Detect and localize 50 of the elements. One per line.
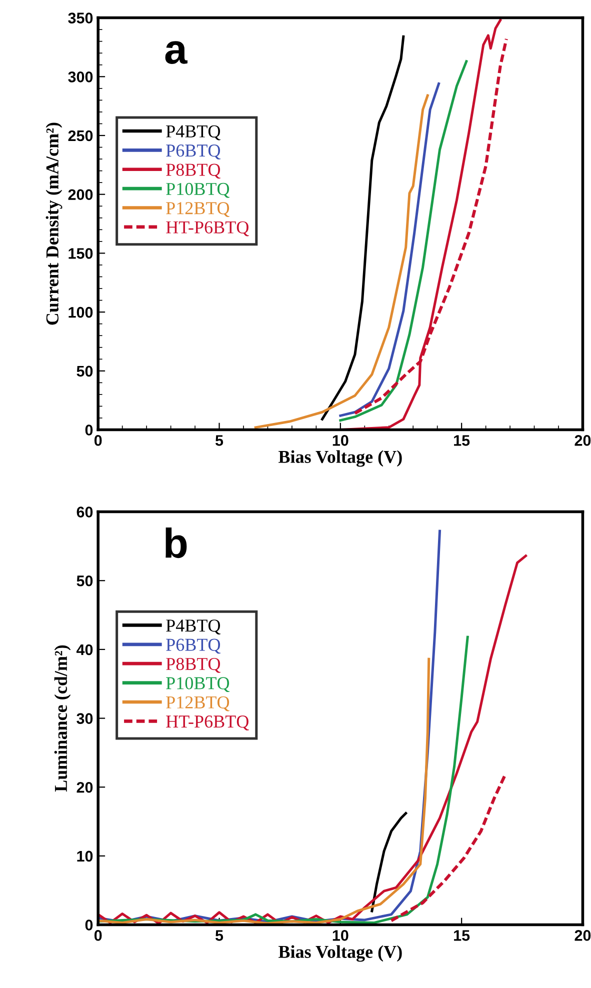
y-tick-label: 350 bbox=[68, 12, 93, 24]
legend-label: P8BTQ bbox=[166, 658, 220, 673]
x-tick-label: 20 bbox=[574, 930, 591, 941]
legend-label: P6BTQ bbox=[166, 638, 220, 654]
x-tick-label: 5 bbox=[215, 435, 224, 446]
y-tick-label: 40 bbox=[76, 644, 93, 656]
x-axis-title: Bias Voltage (V) bbox=[278, 945, 402, 962]
x-tick-label: 15 bbox=[454, 930, 470, 941]
legend-label: P10BTQ bbox=[166, 182, 230, 198]
x-tick-label: 5 bbox=[215, 930, 224, 941]
legend-label: P12BTQ bbox=[166, 202, 230, 218]
x-tick-label: 0 bbox=[94, 435, 102, 446]
y-tick-label: 150 bbox=[68, 248, 93, 259]
legend-label: HT-P6BTQ bbox=[166, 716, 249, 730]
y-axis-title: Current Density (mA/cm²) bbox=[46, 122, 62, 325]
line-series bbox=[320, 35, 405, 420]
line-series bbox=[98, 658, 430, 925]
legend-label: P6BTQ bbox=[166, 144, 220, 160]
y-tick-label: 30 bbox=[76, 713, 93, 724]
y-tick-label: 0 bbox=[85, 920, 93, 930]
y-tick-label: 50 bbox=[76, 366, 93, 377]
y-tick-label: 100 bbox=[68, 306, 93, 318]
line-series bbox=[390, 773, 507, 922]
legend-label: P4BTQ bbox=[166, 620, 220, 634]
y-tick-label: 60 bbox=[76, 506, 93, 518]
x-tick-label: 10 bbox=[332, 435, 348, 446]
annotation: b bbox=[166, 527, 187, 558]
y-axis-title: Luminance (cd/m²) bbox=[54, 645, 71, 792]
y-tick-label: 10 bbox=[77, 850, 93, 862]
x-tick-label: 0 bbox=[94, 930, 102, 941]
legend-label: P8BTQ bbox=[166, 164, 220, 179]
y-tick-label: 20 bbox=[76, 782, 93, 793]
legend-label: P4BTQ bbox=[166, 125, 220, 140]
annotation: a bbox=[165, 41, 188, 64]
legend-label: P12BTQ bbox=[166, 696, 230, 712]
y-tick-label: 50 bbox=[76, 575, 93, 586]
legend-label: HT-P6BTQ bbox=[166, 221, 249, 236]
y-tick-label: 200 bbox=[68, 189, 93, 200]
x-axis-title: Bias Voltage (V) bbox=[278, 450, 402, 467]
x-tick-label: 15 bbox=[454, 435, 470, 446]
x-tick-label: 10 bbox=[332, 930, 348, 941]
legend-label: P10BTQ bbox=[166, 677, 230, 692]
y-tick-label: 250 bbox=[68, 130, 93, 142]
line-series bbox=[370, 812, 408, 912]
x-tick-label: 20 bbox=[574, 435, 591, 446]
line-series bbox=[254, 94, 429, 429]
y-tick-label: 300 bbox=[68, 72, 93, 82]
line-series bbox=[339, 60, 468, 422]
y-tick-label: 0 bbox=[85, 424, 93, 436]
line-series bbox=[339, 82, 440, 417]
